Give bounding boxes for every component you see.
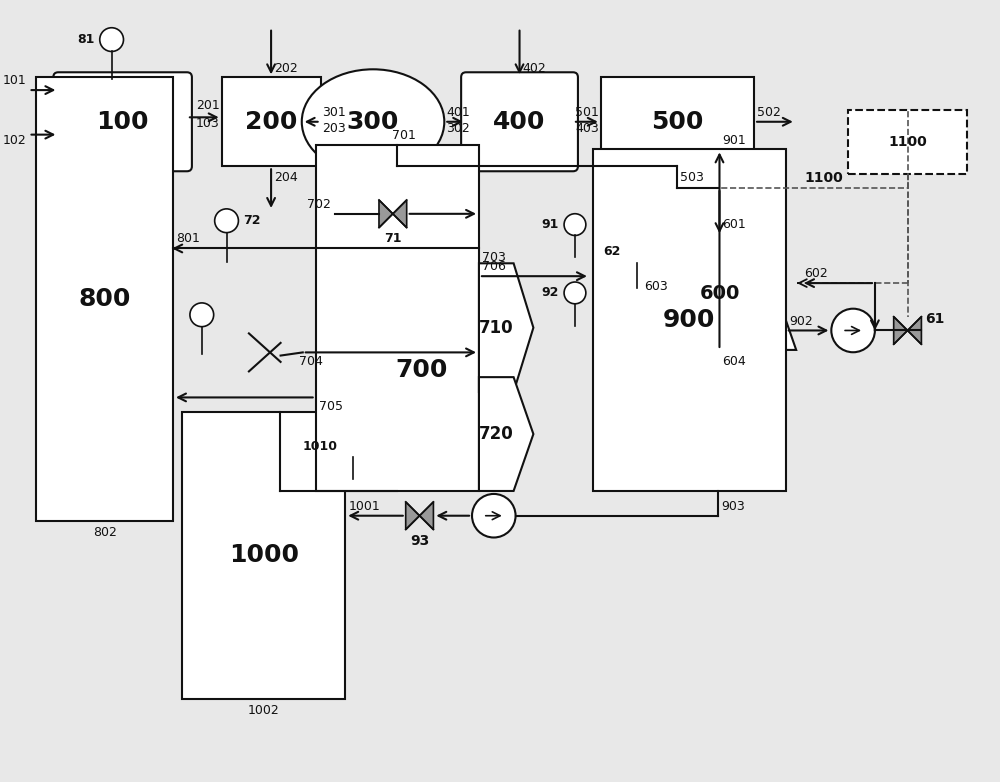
Text: 503: 503 xyxy=(680,171,704,185)
Text: 204: 204 xyxy=(274,171,298,185)
Text: 401: 401 xyxy=(446,106,470,119)
Text: 403: 403 xyxy=(575,122,599,135)
Bar xyxy=(601,77,754,167)
Text: 402: 402 xyxy=(523,63,546,75)
Text: 1100: 1100 xyxy=(888,135,927,149)
Circle shape xyxy=(625,239,649,264)
Text: 700: 700 xyxy=(396,357,448,382)
Circle shape xyxy=(100,27,124,52)
Bar xyxy=(222,77,321,167)
Polygon shape xyxy=(406,502,433,529)
Text: 103: 103 xyxy=(196,117,220,130)
Text: 61: 61 xyxy=(925,311,945,325)
Bar xyxy=(36,77,173,521)
Text: 91: 91 xyxy=(542,218,559,231)
Text: 202: 202 xyxy=(274,63,298,75)
Text: 802: 802 xyxy=(93,526,117,539)
Text: 1001: 1001 xyxy=(348,500,380,513)
Polygon shape xyxy=(479,264,533,392)
Circle shape xyxy=(215,209,238,232)
Text: 400: 400 xyxy=(493,109,546,134)
Text: 1100: 1100 xyxy=(804,171,843,185)
Bar xyxy=(316,145,479,491)
Text: 710: 710 xyxy=(479,318,514,336)
Polygon shape xyxy=(479,377,533,491)
Circle shape xyxy=(831,309,875,352)
FancyBboxPatch shape xyxy=(53,72,192,171)
Text: 600: 600 xyxy=(699,284,740,303)
Text: 901: 901 xyxy=(722,134,746,146)
Text: 1002: 1002 xyxy=(248,704,280,717)
Text: 601: 601 xyxy=(722,218,746,231)
Circle shape xyxy=(564,213,586,235)
Text: 1010: 1010 xyxy=(302,439,337,453)
Bar xyxy=(848,110,967,174)
Text: 300: 300 xyxy=(347,109,399,134)
Text: 603: 603 xyxy=(644,280,668,293)
Text: 900: 900 xyxy=(663,308,715,332)
Text: 81: 81 xyxy=(77,33,95,46)
Text: 801: 801 xyxy=(176,232,200,246)
Polygon shape xyxy=(643,236,796,350)
Text: 705: 705 xyxy=(319,400,343,414)
FancyBboxPatch shape xyxy=(461,72,578,171)
Text: 200: 200 xyxy=(245,109,297,134)
Text: 93: 93 xyxy=(410,533,429,547)
Bar xyxy=(593,149,786,491)
Text: 502: 502 xyxy=(757,106,781,119)
Text: 701: 701 xyxy=(392,128,416,142)
Bar xyxy=(182,412,345,699)
Text: 903: 903 xyxy=(721,500,745,513)
Text: 902: 902 xyxy=(789,314,813,328)
Circle shape xyxy=(342,436,364,457)
Ellipse shape xyxy=(302,70,444,174)
Text: 102: 102 xyxy=(3,134,27,146)
Text: 1000: 1000 xyxy=(229,543,299,567)
Text: 604: 604 xyxy=(722,355,746,368)
Circle shape xyxy=(472,494,516,537)
Text: 101: 101 xyxy=(3,74,27,87)
Text: 501: 501 xyxy=(575,106,599,119)
Text: 702: 702 xyxy=(307,198,330,211)
Text: 201: 201 xyxy=(196,99,220,113)
Text: 203: 203 xyxy=(323,122,346,135)
Text: 500: 500 xyxy=(651,109,704,134)
Text: 62: 62 xyxy=(603,245,620,258)
Text: 704: 704 xyxy=(299,355,323,368)
Text: 800: 800 xyxy=(79,287,131,311)
Text: 71: 71 xyxy=(384,231,402,245)
Text: 301: 301 xyxy=(323,106,346,119)
Circle shape xyxy=(190,303,214,327)
Circle shape xyxy=(564,282,586,303)
Text: 602: 602 xyxy=(804,267,828,280)
Text: 100: 100 xyxy=(96,109,149,134)
Text: 72: 72 xyxy=(243,214,261,228)
Text: 720: 720 xyxy=(479,425,514,443)
Polygon shape xyxy=(379,200,407,228)
Text: 92: 92 xyxy=(542,286,559,300)
Polygon shape xyxy=(894,317,921,344)
Text: 703: 703 xyxy=(482,252,506,264)
Text: 706: 706 xyxy=(482,260,506,273)
Text: 302: 302 xyxy=(446,122,470,135)
